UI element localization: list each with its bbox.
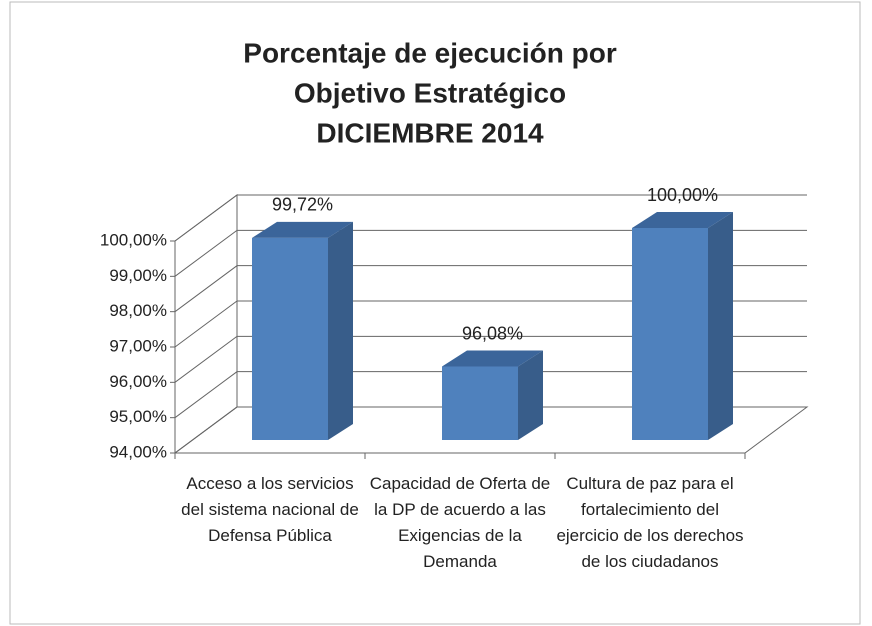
chart-title: Objetivo Estratégico xyxy=(294,77,566,108)
y-tick-label: 94,00% xyxy=(109,442,167,461)
bar xyxy=(632,228,708,440)
y-tick-label: 99,00% xyxy=(109,266,167,285)
bar-top xyxy=(632,212,733,228)
x-tick-label: Cultura de paz para el fortalecimiento d… xyxy=(556,474,744,571)
chart-title: DICIEMBRE 2014 xyxy=(316,117,544,148)
y-tick-label: 100,00% xyxy=(100,230,167,249)
grid-line xyxy=(174,194,807,242)
y-tick-label: 98,00% xyxy=(109,301,167,320)
x-tick-label: Acceso a los servicios del sistema nacio… xyxy=(181,474,359,545)
data-label: 99,72% xyxy=(272,195,333,215)
y-tick-label: 97,00% xyxy=(109,336,167,355)
bar-side xyxy=(328,221,353,440)
bar-side xyxy=(518,350,543,440)
data-label: 100,00% xyxy=(647,185,718,205)
bar-side xyxy=(708,212,733,440)
chart-title: Porcentaje de ejecución por xyxy=(243,37,617,68)
grid-line xyxy=(174,229,807,277)
grid-line xyxy=(174,300,807,348)
y-tick-label: 95,00% xyxy=(109,407,167,426)
grid-line xyxy=(174,335,807,383)
bar xyxy=(442,366,518,440)
bar xyxy=(252,237,328,440)
grid-line xyxy=(174,371,807,419)
x-tick-label: Capacidad de Oferta de la DP de acuerdo … xyxy=(369,474,551,571)
y-tick-label: 96,00% xyxy=(109,372,167,391)
grid-line xyxy=(174,406,807,454)
data-label: 96,08% xyxy=(462,323,523,343)
bar-top xyxy=(442,350,543,367)
grid-line xyxy=(174,265,807,313)
bar-top xyxy=(252,221,353,238)
